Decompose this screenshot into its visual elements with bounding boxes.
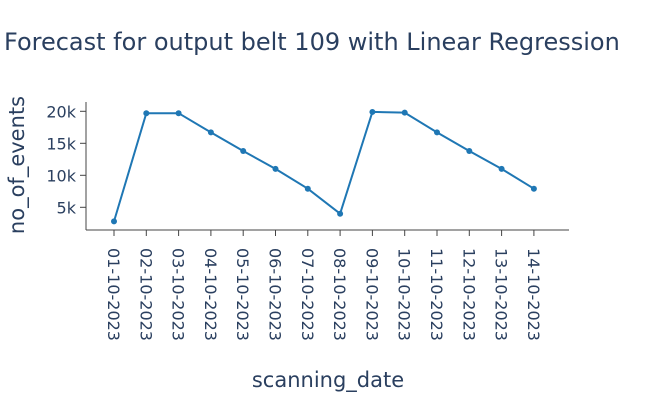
data-point <box>337 210 344 217</box>
x-tick-label: 11-10-2023 <box>427 248 446 341</box>
x-axis-title: scanning_date <box>252 368 404 393</box>
data-point <box>111 218 117 225</box>
data-point <box>498 165 505 172</box>
x-tick-label: 10-10-2023 <box>395 248 414 341</box>
data-point <box>434 129 440 136</box>
series-line <box>113 110 535 222</box>
data-point <box>207 129 214 136</box>
x-tick-label: 03-10-2023 <box>169 248 188 341</box>
y-tick-label: 10k <box>46 166 76 185</box>
data-point <box>175 110 182 117</box>
x-tick-label: 01-10-2023 <box>104 248 123 341</box>
x-tick-label: 07-10-2023 <box>298 248 317 341</box>
data-point <box>466 147 473 154</box>
x-tick-label: 05-10-2023 <box>233 248 252 341</box>
y-tick-label: 15k <box>46 134 76 153</box>
data-point <box>240 147 247 154</box>
y-tick-label: 20k <box>46 102 76 121</box>
x-tick-label: 08-10-2023 <box>330 248 349 341</box>
y-ticks: 5k 10k 15k 20k <box>46 102 86 217</box>
data-point <box>272 165 279 172</box>
series-points <box>111 108 537 225</box>
x-ticks: 01-10-2023 02-10-2023 03-10-2023 04-10-2023… <box>104 230 543 341</box>
data-point <box>401 109 408 116</box>
x-tick-label: 02-10-2023 <box>136 248 155 341</box>
x-tick-label: 09-10-2023 <box>362 248 381 341</box>
x-tick-label: 06-10-2023 <box>266 248 285 341</box>
chart-title: Forecast for output belt 109 with Linear… <box>4 28 620 56</box>
data-point <box>304 185 311 192</box>
x-tick-label: 14-10-2023 <box>524 248 543 341</box>
y-tick-label: 5k <box>57 198 77 217</box>
x-tick-label: 04-10-2023 <box>201 248 220 341</box>
data-point <box>530 185 537 192</box>
data-point <box>369 108 376 115</box>
y-axis-title: no_of_events <box>5 96 30 234</box>
x-tick-label: 12-10-2023 <box>459 248 478 341</box>
x-tick-label: 13-10-2023 <box>492 248 511 341</box>
data-point <box>143 110 150 117</box>
